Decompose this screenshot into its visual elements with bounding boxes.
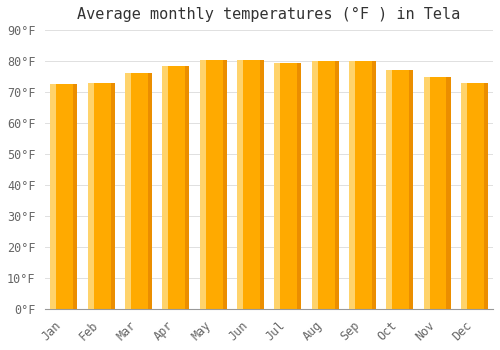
Bar xyxy=(349,61,355,309)
Bar xyxy=(312,61,338,309)
Bar xyxy=(386,70,392,309)
Bar xyxy=(334,61,338,309)
Bar xyxy=(237,60,264,309)
Bar xyxy=(372,61,376,309)
Title: Average monthly temperatures (°F ) in Tela: Average monthly temperatures (°F ) in Te… xyxy=(78,7,460,22)
Bar xyxy=(162,66,168,309)
Bar xyxy=(125,74,152,309)
Bar xyxy=(125,74,131,309)
Bar xyxy=(222,60,226,309)
Bar xyxy=(424,77,430,309)
Bar xyxy=(148,74,152,309)
Bar xyxy=(461,83,467,309)
Bar xyxy=(162,66,189,309)
Bar xyxy=(200,60,205,309)
Bar xyxy=(424,77,450,309)
Bar xyxy=(446,77,450,309)
Bar xyxy=(484,83,488,309)
Bar xyxy=(297,63,301,309)
Bar xyxy=(312,61,318,309)
Bar xyxy=(110,83,114,309)
Bar xyxy=(237,60,243,309)
Bar xyxy=(461,83,488,309)
Bar xyxy=(260,60,264,309)
Bar xyxy=(50,84,56,309)
Bar xyxy=(409,70,413,309)
Bar xyxy=(50,84,78,309)
Bar xyxy=(386,70,413,309)
Bar xyxy=(88,83,94,309)
Bar xyxy=(274,63,280,309)
Bar xyxy=(73,84,78,309)
Bar xyxy=(349,61,376,309)
Bar xyxy=(200,60,226,309)
Bar xyxy=(185,66,189,309)
Bar xyxy=(88,83,115,309)
Bar xyxy=(274,63,301,309)
